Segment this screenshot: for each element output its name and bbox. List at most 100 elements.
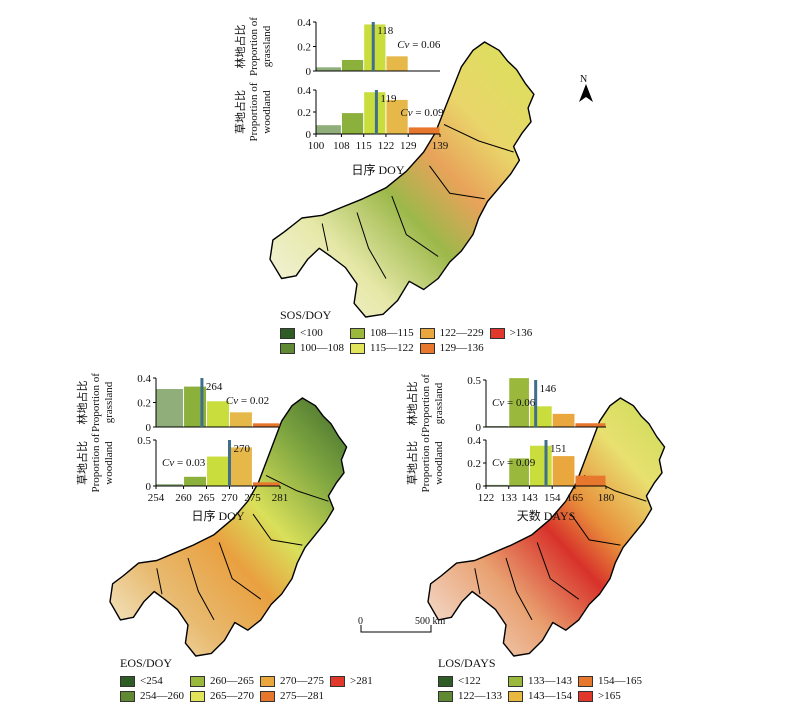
y-tick-label: 0.5 xyxy=(467,375,481,387)
legend-title: LOS/DAYS xyxy=(438,656,496,670)
legend-items: <122 122—133 133—143 143—154 154—165 >165 xyxy=(438,674,642,703)
legend-swatch xyxy=(260,675,275,687)
province-outline xyxy=(109,397,348,657)
x-tick-label: 129 xyxy=(400,140,417,152)
north-arrow-icon xyxy=(579,84,593,102)
legend-eos: EOS/DOY <254 254—260 260—265 265—270 270—275… xyxy=(120,656,373,703)
mean-label: 118 xyxy=(377,25,394,37)
legend-swatch xyxy=(578,690,593,702)
legend-swatch xyxy=(260,690,275,702)
cv-annotation: Cv = 0.06 xyxy=(397,39,441,51)
league-boundary xyxy=(505,557,533,621)
legend-swatch xyxy=(280,342,295,354)
league-boundary xyxy=(187,557,215,621)
legend-items: <254 254—260 260—265 265—270 270—275 275—281 >… xyxy=(120,674,373,703)
legend-los: LOS/DAYS <122 122—133 133—143 143—154 154—16… xyxy=(438,656,642,703)
legend-label: 143—154 xyxy=(528,690,572,702)
legend-swatch xyxy=(578,675,593,687)
x-tick-label: 180 xyxy=(598,492,615,504)
x-tick-label: 122 xyxy=(478,492,495,504)
histogram-woodland: 0 0.2 0.4 151 Cv = 0.09 xyxy=(467,435,606,493)
x-tick-label: 139 xyxy=(432,140,449,152)
legend-swatch xyxy=(190,675,205,687)
north-label: N xyxy=(580,74,587,85)
histogram-bar xyxy=(156,484,184,486)
legend-item: 275—281 xyxy=(260,689,324,703)
legend-item: 108—115 xyxy=(350,326,414,340)
cv-symbol: Cv xyxy=(492,397,504,409)
legend-swatch xyxy=(120,690,135,702)
legend-item: 254—260 xyxy=(120,689,184,703)
x-tick-label: 108 xyxy=(333,140,350,152)
histogram-bar xyxy=(156,389,184,427)
x-tick-label: 254 xyxy=(148,492,165,504)
y-tick-label: 0.2 xyxy=(137,398,151,410)
legend-item: 154—165 xyxy=(578,674,642,688)
legend-item: <122 xyxy=(438,674,502,688)
y-axis-label: 林地占比 xyxy=(405,382,419,426)
y-tick-label: 0.4 xyxy=(467,435,481,447)
league-boundary xyxy=(536,542,580,600)
y-axis-label: grassland xyxy=(103,381,115,423)
league-boundary xyxy=(265,474,329,502)
legend-swatch xyxy=(280,327,295,339)
histogram-bar xyxy=(408,127,440,134)
scale-bar-line xyxy=(360,625,432,633)
legend-title: EOS/DOY xyxy=(120,656,173,670)
legend-item: 260—265 xyxy=(190,674,254,688)
y-axis-label: 林地占比 xyxy=(233,25,247,69)
mean-label: 264 xyxy=(206,381,223,393)
north-arrow: N xyxy=(579,74,593,102)
y-tick-label: 0 xyxy=(146,422,152,434)
legend-title: SOS/DOY xyxy=(280,308,332,322)
scale-bar: 0 500 km xyxy=(358,616,446,633)
map-eos xyxy=(109,397,348,657)
cv-annotation: Cv = 0.03 xyxy=(162,457,206,469)
histogram-bar xyxy=(509,458,529,486)
y-tick-label: 0 xyxy=(306,66,312,78)
y-axis-label: grassland xyxy=(433,382,445,424)
legend-swatch xyxy=(190,690,205,702)
axis-title: 天数 DAYS xyxy=(517,508,576,523)
league-boundary xyxy=(356,212,387,279)
legend-label: 275—281 xyxy=(280,690,324,702)
histogram-bar xyxy=(364,92,386,134)
y-tick-label: 0.2 xyxy=(467,458,481,470)
y-axis-label: 草地占比 xyxy=(233,90,247,134)
y-tick-label: 0.2 xyxy=(297,107,311,119)
x-tick-label: 133 xyxy=(501,492,518,504)
cv-symbol: Cv xyxy=(492,457,504,469)
histogram-bar xyxy=(529,406,552,427)
x-tick-label: 154 xyxy=(544,492,561,504)
legend-swatch xyxy=(419,327,435,339)
y-tick-label: 0.2 xyxy=(297,42,311,54)
x-tick-label: 270 xyxy=(221,492,238,504)
histogram-bar xyxy=(184,476,207,486)
legend-item: 270—275 xyxy=(260,674,324,688)
y-tick-label: 0.5 xyxy=(137,435,151,447)
legend-swatch xyxy=(419,342,435,354)
legend-label: 270—275 xyxy=(280,675,324,687)
legend-label: 115—122 xyxy=(370,342,414,354)
league-boundary xyxy=(321,223,329,252)
histogram-bar xyxy=(386,99,408,134)
y-tick-label: 0.4 xyxy=(297,17,311,29)
y-tick-label: 0 xyxy=(476,422,482,434)
map-los xyxy=(427,397,666,657)
legend-label: 108—115 xyxy=(370,327,414,339)
scale-end-label: 500 km xyxy=(415,616,446,627)
legend-label: 129—136 xyxy=(439,342,484,354)
legend-label: <122 xyxy=(458,675,481,687)
cv-annotation: Cv = 0.09 xyxy=(492,457,536,469)
league-boundary xyxy=(252,513,303,546)
y-axis-label: grassland xyxy=(261,25,273,67)
y-tick-label: 0.4 xyxy=(297,85,311,97)
league-boundary xyxy=(391,195,439,257)
scale-start-label: 0 xyxy=(358,616,363,627)
histogram-grassland: 0 0.5 146 Cv = 0.06 xyxy=(467,375,606,434)
legend-label: 254—260 xyxy=(140,690,184,702)
legend-item: 265—270 xyxy=(190,689,254,703)
legend-label: 100—108 xyxy=(300,342,344,354)
axis-title: 日序 DOY xyxy=(352,162,405,177)
